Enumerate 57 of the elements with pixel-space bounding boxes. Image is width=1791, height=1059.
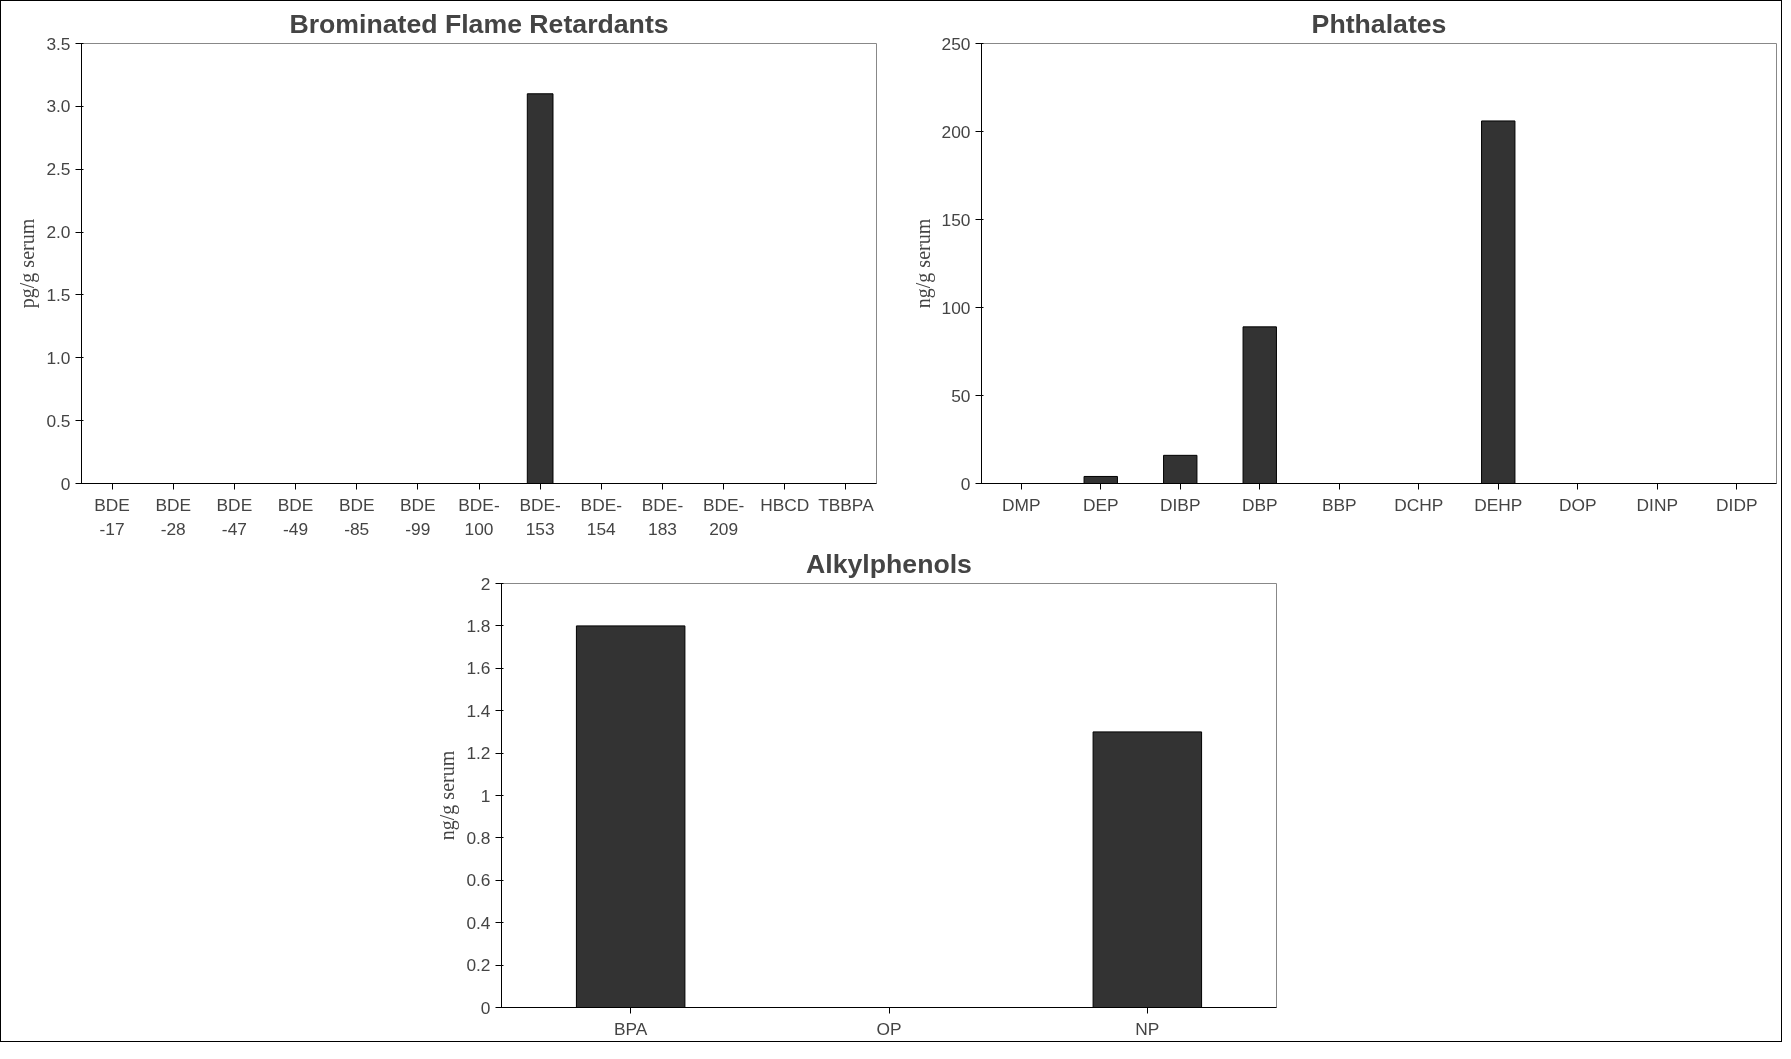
x-tick-label: DIDP bbox=[1716, 494, 1758, 515]
x-tick-label: TBBPA bbox=[818, 494, 875, 515]
y-tick-label: 2.5 bbox=[46, 159, 71, 180]
y-tick-label: 0.2 bbox=[466, 955, 491, 976]
x-tick-label: DOP bbox=[1558, 494, 1597, 515]
chart-title: Phthalates bbox=[1311, 8, 1447, 39]
x-tick-label: BDE -17 bbox=[94, 494, 130, 539]
y-tick-label: 1.6 bbox=[466, 658, 491, 679]
x-tick-label: BDE- 100 bbox=[458, 494, 500, 539]
y-tick-label: 250 bbox=[941, 33, 971, 54]
y-axis-title: ng/g serum bbox=[911, 218, 935, 309]
y-tick-label: 50 bbox=[951, 385, 971, 406]
y-tick-label: 1.5 bbox=[46, 284, 71, 305]
x-tick-label: DINP bbox=[1636, 494, 1678, 515]
chart-title: Brominated Flame Retardants bbox=[289, 8, 669, 39]
y-axis-title: pg/g serum bbox=[16, 218, 40, 309]
y-tick-label: 1.8 bbox=[466, 615, 491, 636]
y-tick-label: 0.5 bbox=[46, 410, 71, 431]
x-tick-label: BDE- 154 bbox=[580, 494, 623, 539]
y-tick-label: 0.8 bbox=[466, 827, 491, 848]
x-tick-label: DMP bbox=[1002, 494, 1041, 515]
y-tick-label: 0 bbox=[480, 997, 491, 1018]
x-tick-label: BDE- 209 bbox=[702, 494, 745, 539]
y-tick-label: 150 bbox=[941, 209, 971, 230]
x-tick-label: DEHP bbox=[1474, 494, 1523, 515]
x-tick-label: DBP bbox=[1241, 494, 1278, 515]
y-tick-label: 2.0 bbox=[46, 222, 71, 243]
x-tick-label: DEP bbox=[1082, 494, 1119, 515]
y-tick-label: 0.4 bbox=[466, 912, 491, 933]
chart-title: Alkylphenols bbox=[806, 548, 972, 579]
x-tick-label: DIBP bbox=[1160, 494, 1201, 515]
x-tick-label: BDE -28 bbox=[155, 494, 192, 539]
x-tick-label: BDE- 153 bbox=[519, 494, 561, 539]
x-tick-label: BDE- 183 bbox=[641, 494, 684, 539]
y-tick-label: 0 bbox=[60, 473, 71, 494]
y-axis-title: ng/g serum bbox=[436, 750, 460, 841]
x-tick-label: BDE -85 bbox=[338, 494, 375, 539]
y-tick-label: 100 bbox=[941, 297, 971, 318]
y-tick-label: 2 bbox=[480, 573, 491, 594]
y-tick-label: 200 bbox=[941, 121, 971, 142]
x-tick-label: BDE -47 bbox=[216, 494, 253, 539]
x-tick-label: BBP bbox=[1321, 494, 1357, 515]
y-tick-label: 1.2 bbox=[466, 743, 491, 764]
x-tick-label: DCHP bbox=[1394, 494, 1444, 515]
x-tick-label: OP bbox=[876, 1018, 902, 1039]
x-tick-label: BDE -99 bbox=[400, 494, 436, 539]
y-tick-label: 3.0 bbox=[46, 96, 71, 117]
y-tick-label: 1.4 bbox=[466, 700, 491, 721]
y-tick-label: 0 bbox=[960, 473, 971, 494]
x-tick-label: HBCD bbox=[760, 494, 810, 515]
y-tick-label: 3.5 bbox=[46, 33, 71, 54]
y-tick-label: 1 bbox=[480, 785, 491, 806]
x-tick-label: BPA bbox=[613, 1018, 648, 1039]
x-tick-label: BDE -49 bbox=[277, 494, 314, 539]
x-tick-label: NP bbox=[1135, 1018, 1160, 1039]
y-tick-label: 1.0 bbox=[46, 347, 71, 368]
y-tick-label: 0.6 bbox=[466, 870, 491, 891]
